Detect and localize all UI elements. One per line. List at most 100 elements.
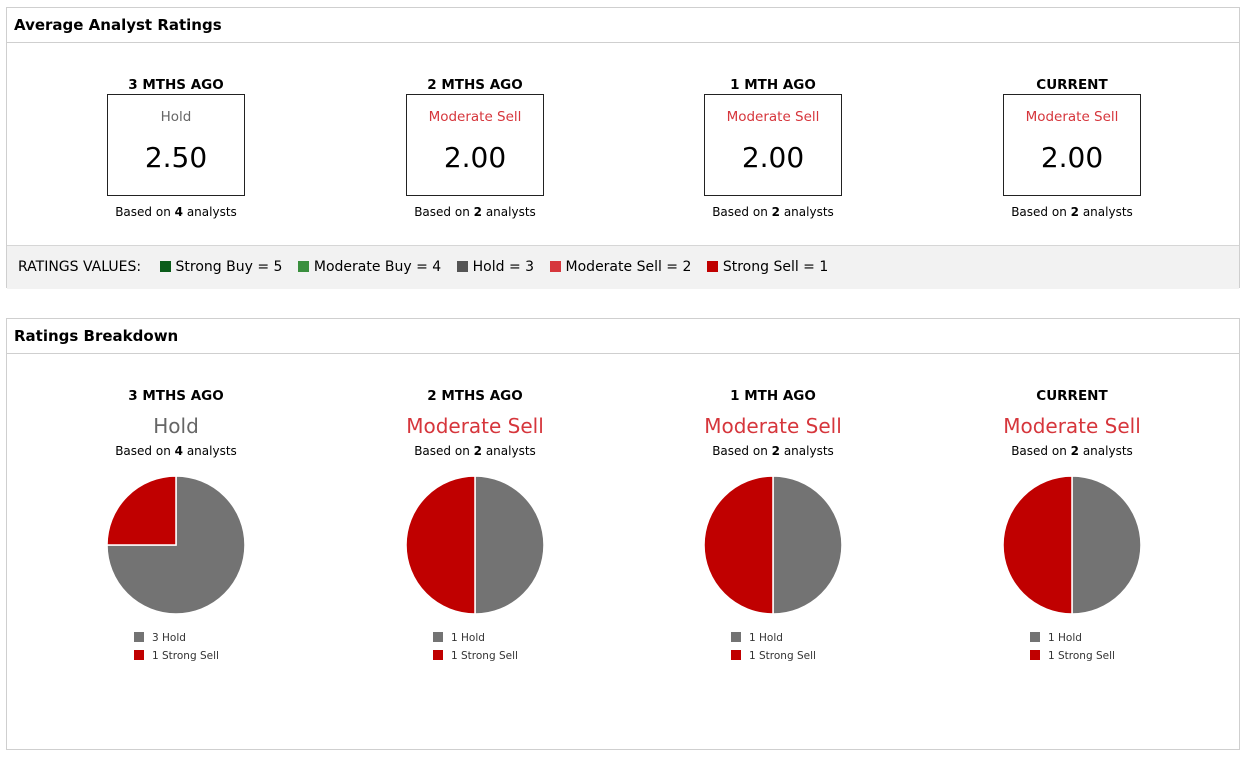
- based-on-label: Based on: [1011, 444, 1067, 458]
- swatch: [549, 261, 561, 272]
- analyst-count: 2: [473, 444, 482, 458]
- breakdown-col-1m: 1 MTH AGO Moderate Sell Based on 2 analy…: [623, 354, 923, 665]
- chart-subtitle: Moderate Sell: [704, 414, 842, 438]
- pie-slice-hold: [106, 475, 246, 615]
- analysts-label: analysts: [186, 205, 237, 219]
- pie-legend: 3 Hold 1 Strong Sell: [118, 629, 234, 665]
- rating-label: Moderate Sell: [428, 109, 522, 125]
- based-on-label: Based on: [712, 205, 768, 219]
- swatch: [134, 650, 144, 660]
- based-on-label: Based on: [115, 444, 171, 458]
- analyst-count: 2: [1070, 444, 1079, 458]
- ratings-breakdown-panel: Ratings Breakdown 3 MTHS AGO Hold Based …: [6, 318, 1240, 750]
- analyst-count: 2: [771, 444, 780, 458]
- legend-item-strong-sell: Strong Sell = 1: [706, 246, 828, 288]
- analyst-count-note: Based on 2 analysts: [922, 204, 1222, 220]
- pie-svg: [405, 475, 545, 615]
- rating-box: Moderate Sell 2.00: [704, 94, 842, 196]
- period-label: 3 MTHS AGO: [128, 77, 224, 93]
- pie-slice-strong-sell: [1002, 475, 1073, 615]
- rating-label: Moderate Sell: [726, 109, 820, 125]
- pie-chart: [703, 475, 843, 615]
- rating-value: 2.00: [741, 141, 805, 174]
- ratings-values-title: RATINGS VALUES:: [18, 259, 142, 275]
- legend-label: Strong Buy = 5: [175, 259, 283, 275]
- rating-box: Hold 2.50: [107, 94, 245, 196]
- swatch: [159, 261, 171, 272]
- breakdown-col-current: CURRENT Moderate Sell Based on 2 analyst…: [922, 354, 1222, 665]
- chart-subtitle: Moderate Sell: [1003, 414, 1141, 438]
- legend-item-strong-buy: Strong Buy = 5: [159, 246, 283, 288]
- pie-slice-hold: [1071, 475, 1142, 615]
- ratings-breakdown-title: Ratings Breakdown: [7, 319, 1239, 354]
- legend-label: Moderate Sell = 2: [565, 259, 692, 275]
- pie-chart: [1002, 475, 1142, 615]
- analyst-count: 2: [473, 205, 482, 219]
- chart-title: 3 MTHS AGO: [128, 388, 224, 404]
- analysts-label: analysts: [485, 444, 536, 458]
- pie-legend-label: 1 Hold: [451, 632, 485, 644]
- chart-title: CURRENT: [1036, 388, 1108, 404]
- pie-slice-strong-sell: [405, 475, 476, 615]
- avg-col-1m: 1 MTH AGO Moderate Sell 2.00 Based on 2 …: [623, 43, 923, 220]
- period-label: 1 MTH AGO: [730, 77, 816, 93]
- chart-title: 1 MTH AGO: [730, 388, 816, 404]
- avg-col-2m: 2 MTHS AGO Moderate Sell 2.00 Based on 2…: [325, 43, 625, 220]
- analyst-count-note: Based on 4 analysts: [26, 204, 326, 220]
- average-ratings-panel: Average Analyst Ratings 3 MTHS AGO Hold …: [6, 7, 1240, 289]
- analysts-label: analysts: [485, 205, 536, 219]
- pie-legend-label: 1 Hold: [749, 632, 783, 644]
- rating-label: Hold: [160, 109, 192, 125]
- legend-item-hold: Hold = 3: [456, 246, 535, 288]
- analysts-label: analysts: [186, 444, 237, 458]
- pie-legend-item: 3 Hold: [134, 629, 234, 647]
- swatch: [1030, 650, 1040, 660]
- pie-legend-label: 1 Strong Sell: [152, 650, 219, 662]
- swatch: [433, 650, 443, 660]
- pie-legend-label: 1 Strong Sell: [1048, 650, 1115, 662]
- average-ratings-title: Average Analyst Ratings: [7, 8, 1239, 43]
- legend-label: Moderate Buy = 4: [313, 259, 442, 275]
- pie-chart: [405, 475, 545, 615]
- analyst-count-note: Based on 2 analysts: [325, 204, 625, 220]
- legend-label: Hold = 3: [472, 259, 535, 275]
- analyst-count: 4: [174, 444, 183, 458]
- based-on-label: Based on: [712, 444, 768, 458]
- rating-value: 2.50: [144, 141, 208, 174]
- pie-legend: 1 Hold 1 Strong Sell: [715, 629, 831, 665]
- legend-item-moderate-buy: Moderate Buy = 4: [297, 246, 442, 288]
- pie-legend-item: 1 Strong Sell: [1030, 647, 1130, 665]
- rating-value: 2.00: [443, 141, 507, 174]
- breakdown-col-3m: 3 MTHS AGO Hold Based on 4 analysts 3 Ho…: [26, 354, 326, 665]
- pie-legend-item: 1 Hold: [1030, 629, 1130, 647]
- pie-legend-item: 1 Hold: [731, 629, 831, 647]
- swatch: [706, 261, 718, 272]
- pie-legend-item: 1 Strong Sell: [433, 647, 533, 665]
- rating-value: 2.00: [1040, 141, 1104, 174]
- based-on-label: Based on: [414, 205, 470, 219]
- analysts-label: analysts: [1082, 444, 1133, 458]
- pie-chart: [106, 475, 246, 615]
- analysts-label: analysts: [783, 205, 834, 219]
- pie-svg: [703, 475, 843, 615]
- swatch: [731, 650, 741, 660]
- analyst-count: 2: [1070, 205, 1079, 219]
- breakdown-columns: 3 MTHS AGO Hold Based on 4 analysts 3 Ho…: [7, 354, 1239, 744]
- swatch: [1030, 632, 1040, 642]
- analyst-count-note: Based on 2 analysts: [623, 204, 923, 220]
- pie-legend-label: 1 Strong Sell: [749, 650, 816, 662]
- analyst-count-note: Based on 2 analysts: [325, 443, 625, 459]
- pie-slice-hold: [474, 475, 545, 615]
- analysts-label: analysts: [1082, 205, 1133, 219]
- based-on-label: Based on: [1011, 205, 1067, 219]
- ratings-values-legend: RATINGS VALUES: Strong Buy = 5 Moderate …: [7, 245, 1239, 289]
- pie-legend-label: 1 Strong Sell: [451, 650, 518, 662]
- pie-svg: [106, 475, 246, 615]
- period-label: CURRENT: [1036, 77, 1108, 93]
- analyst-count: 4: [174, 205, 183, 219]
- based-on-label: Based on: [414, 444, 470, 458]
- rating-box: Moderate Sell 2.00: [1003, 94, 1141, 196]
- pie-slice-strong-sell: [703, 475, 774, 615]
- pie-slice-hold: [772, 475, 843, 615]
- swatch: [134, 632, 144, 642]
